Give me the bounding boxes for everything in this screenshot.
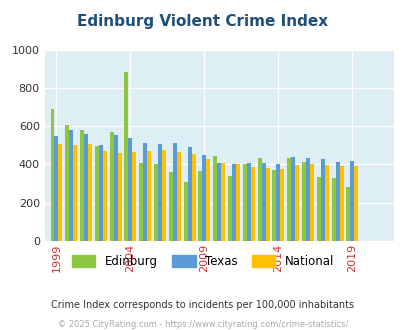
Bar xyxy=(168,172,173,241)
Bar xyxy=(109,132,113,241)
Bar xyxy=(265,168,269,241)
Bar xyxy=(117,153,121,241)
Bar xyxy=(124,72,128,241)
Bar xyxy=(250,167,254,241)
Bar xyxy=(316,177,320,241)
Bar xyxy=(217,163,221,241)
Bar xyxy=(162,150,166,241)
Bar xyxy=(73,145,77,241)
Bar xyxy=(147,151,151,241)
Text: © 2025 CityRating.com - https://www.cityrating.com/crime-statistics/: © 2025 CityRating.com - https://www.city… xyxy=(58,319,347,329)
Bar xyxy=(54,136,58,241)
Bar xyxy=(261,163,265,241)
Bar xyxy=(213,156,217,241)
Bar xyxy=(301,162,305,241)
Bar xyxy=(335,162,339,241)
Bar xyxy=(294,165,298,241)
Bar xyxy=(88,144,92,241)
Bar xyxy=(257,158,261,241)
Bar xyxy=(191,154,195,241)
Bar xyxy=(158,144,162,241)
Bar xyxy=(290,157,294,241)
Bar xyxy=(139,163,143,241)
Bar xyxy=(324,165,328,241)
Bar xyxy=(272,170,276,241)
Text: Edinburg Violent Crime Index: Edinburg Violent Crime Index xyxy=(77,14,328,29)
Bar xyxy=(331,178,335,241)
Bar xyxy=(80,130,84,241)
Bar xyxy=(102,151,107,241)
Bar xyxy=(286,158,290,241)
Bar xyxy=(50,109,54,241)
Bar xyxy=(221,163,225,241)
Bar xyxy=(132,152,136,241)
Bar xyxy=(242,164,246,241)
Bar xyxy=(84,134,88,241)
Bar xyxy=(113,135,117,241)
Bar xyxy=(232,164,235,241)
Legend: Edinburg, Texas, National: Edinburg, Texas, National xyxy=(67,250,338,273)
Bar xyxy=(305,158,309,241)
Bar xyxy=(99,145,102,241)
Bar xyxy=(228,176,232,241)
Bar xyxy=(350,161,354,241)
Bar xyxy=(69,130,73,241)
Bar xyxy=(128,138,132,241)
Bar xyxy=(280,169,284,241)
Bar xyxy=(187,147,191,241)
Bar xyxy=(320,159,324,241)
Bar xyxy=(198,171,202,241)
Bar xyxy=(339,166,343,241)
Bar xyxy=(153,164,158,241)
Bar xyxy=(95,146,99,241)
Bar xyxy=(206,159,210,241)
Bar xyxy=(345,187,350,241)
Bar xyxy=(143,143,147,241)
Bar xyxy=(354,166,358,241)
Bar xyxy=(58,144,62,241)
Bar xyxy=(65,125,69,241)
Bar xyxy=(173,143,177,241)
Bar xyxy=(202,155,206,241)
Text: Crime Index corresponds to incidents per 100,000 inhabitants: Crime Index corresponds to incidents per… xyxy=(51,300,354,310)
Bar xyxy=(246,163,250,241)
Bar xyxy=(235,164,239,241)
Bar xyxy=(276,164,280,241)
Bar xyxy=(183,182,187,241)
Bar xyxy=(177,152,180,241)
Bar xyxy=(309,164,313,241)
